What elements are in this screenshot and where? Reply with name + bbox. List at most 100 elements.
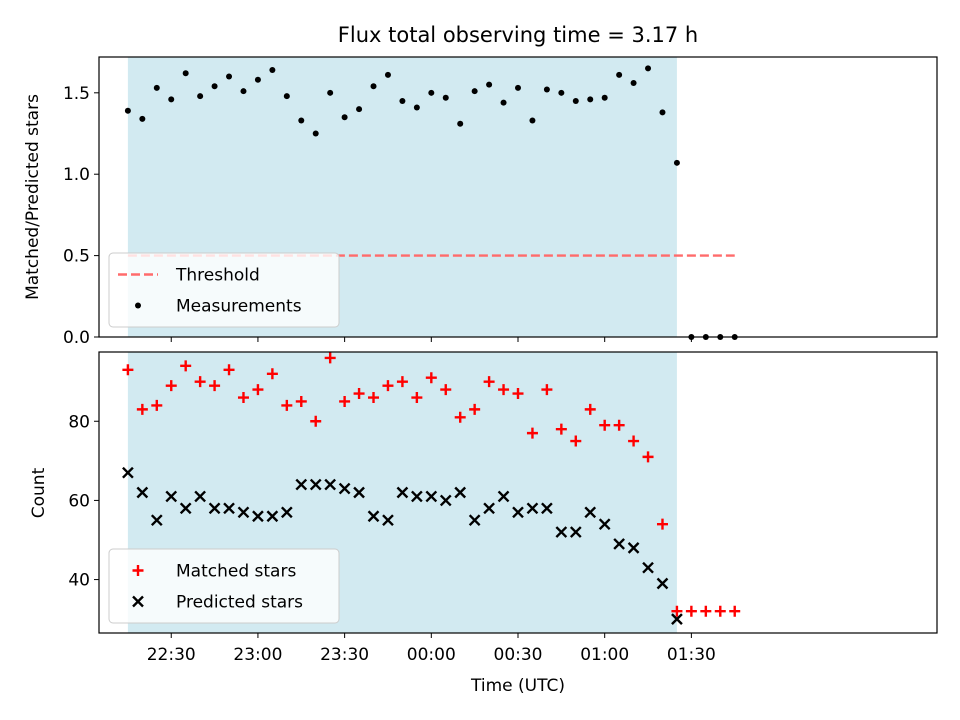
data-point bbox=[324, 352, 336, 364]
data-point bbox=[266, 510, 279, 523]
data-point bbox=[396, 486, 409, 499]
data-point bbox=[223, 364, 235, 376]
legend: Matched stars Predicted stars bbox=[108, 548, 340, 624]
data-point bbox=[266, 368, 278, 380]
y-tick-label: 60 bbox=[68, 491, 90, 511]
data-point bbox=[283, 93, 290, 100]
data-point bbox=[252, 384, 264, 396]
data-point bbox=[122, 364, 134, 376]
legend: Threshold Measurements bbox=[108, 252, 340, 328]
data-point bbox=[124, 107, 131, 114]
data-point bbox=[356, 106, 363, 113]
data-point bbox=[324, 478, 337, 491]
data-point bbox=[226, 73, 233, 80]
data-point bbox=[194, 376, 206, 388]
data-point bbox=[223, 502, 235, 515]
data-point bbox=[139, 115, 146, 122]
data-point bbox=[197, 93, 204, 100]
data-point bbox=[153, 84, 160, 91]
data-point bbox=[136, 486, 149, 499]
top-panel: 0.0 0.5 1.0 1.5 Threshold Measurements bbox=[63, 56, 938, 348]
data-point bbox=[396, 376, 408, 388]
data-point bbox=[555, 423, 567, 435]
data-point bbox=[454, 486, 467, 499]
top-y-axis-label: Matched/Predicted stars bbox=[23, 94, 43, 300]
legend-label: Measurements bbox=[176, 297, 302, 317]
data-point bbox=[584, 403, 596, 415]
data-point bbox=[541, 384, 553, 396]
bottom-panel: 40 60 80 22:30 23:00 23:30 00:00 00:30 01:00 01:3… bbox=[68, 351, 938, 665]
data-point bbox=[280, 506, 293, 519]
data-point bbox=[122, 466, 134, 479]
data-point bbox=[526, 502, 539, 515]
legend-box bbox=[108, 548, 340, 624]
data-point bbox=[413, 104, 420, 111]
legend-entry: Predicted stars bbox=[132, 593, 303, 613]
data-point bbox=[209, 380, 221, 392]
data-point bbox=[673, 159, 680, 166]
data-point bbox=[656, 577, 669, 590]
data-point bbox=[569, 526, 582, 538]
legend-label: Predicted stars bbox=[176, 593, 303, 613]
data-point bbox=[512, 506, 524, 519]
data-point bbox=[630, 80, 637, 87]
data-point bbox=[240, 88, 247, 95]
data-point bbox=[558, 89, 565, 96]
data-point bbox=[295, 395, 307, 407]
data-point bbox=[645, 65, 652, 72]
data-point bbox=[384, 71, 391, 78]
y-tick-label: 1.0 bbox=[63, 165, 90, 185]
data-point bbox=[254, 76, 261, 83]
data-point bbox=[399, 97, 406, 104]
data-point bbox=[468, 514, 481, 527]
data-point bbox=[613, 538, 625, 550]
data-point bbox=[483, 376, 495, 388]
data-point bbox=[599, 419, 611, 431]
data-point bbox=[613, 419, 625, 431]
data-point bbox=[515, 84, 521, 91]
data-point bbox=[500, 99, 507, 106]
x-tick-label: 01:30 bbox=[667, 645, 716, 665]
data-point bbox=[151, 399, 163, 411]
data-point bbox=[671, 605, 683, 617]
data-point bbox=[570, 435, 582, 447]
data-point bbox=[439, 494, 452, 507]
data-point bbox=[298, 117, 305, 124]
x-tick-label: 00:30 bbox=[494, 645, 543, 665]
x-tick-label: 00:00 bbox=[407, 645, 456, 665]
data-point bbox=[339, 395, 351, 407]
x-tick-label: 23:00 bbox=[233, 645, 282, 665]
data-point bbox=[295, 478, 308, 491]
legend-marker bbox=[135, 302, 141, 309]
y-tick-label: 0.0 bbox=[63, 328, 90, 348]
data-point bbox=[628, 435, 640, 447]
data-point bbox=[627, 542, 640, 554]
x-tick-label: 01:00 bbox=[580, 645, 629, 665]
data-point bbox=[269, 67, 276, 74]
data-point bbox=[165, 380, 177, 392]
data-point bbox=[368, 392, 380, 404]
data-point bbox=[370, 83, 377, 90]
x-tick-label: 22:30 bbox=[147, 645, 196, 665]
data-point bbox=[165, 490, 178, 503]
y-tick-label: 1.5 bbox=[63, 84, 90, 104]
data-point bbox=[541, 502, 553, 515]
data-point bbox=[150, 514, 163, 527]
bottom-y-axis-label: Count bbox=[29, 467, 49, 518]
data-point bbox=[497, 490, 510, 503]
data-point bbox=[526, 427, 538, 439]
data-point bbox=[587, 96, 594, 103]
legend-entry: Measurements bbox=[135, 297, 302, 317]
data-point bbox=[310, 415, 322, 427]
data-point bbox=[309, 478, 322, 491]
data-point bbox=[543, 86, 550, 93]
data-point bbox=[425, 372, 437, 384]
data-point bbox=[180, 360, 192, 372]
legend-box bbox=[108, 252, 340, 328]
data-point bbox=[598, 518, 611, 531]
data-point bbox=[327, 89, 334, 96]
series-measurements bbox=[124, 65, 738, 340]
data-point bbox=[471, 88, 478, 95]
data-point bbox=[714, 605, 726, 617]
data-point bbox=[237, 392, 249, 404]
